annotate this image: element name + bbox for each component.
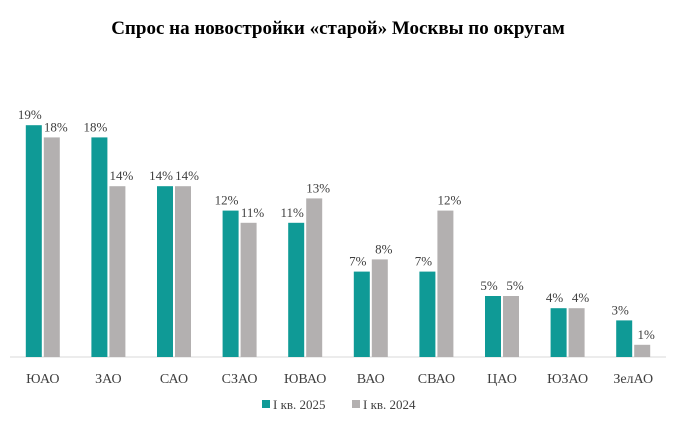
data-label: 13% — [306, 180, 330, 195]
bar-series-1-0 — [25, 125, 42, 357]
data-label: 7% — [349, 254, 367, 269]
x-tick-label: САО — [160, 372, 188, 387]
bar-series-1-1 — [91, 137, 108, 357]
legend-swatch — [262, 400, 270, 408]
data-label: 12% — [215, 193, 239, 208]
x-tick-label: ЗАО — [95, 372, 122, 387]
bar-series-1-2 — [157, 186, 173, 357]
bar-series-2-1 — [109, 186, 126, 357]
data-label: 1% — [638, 327, 656, 342]
x-tick-label: ЗелАО — [613, 372, 653, 387]
data-label: 12% — [437, 193, 461, 208]
bar-series-2-6 — [437, 210, 454, 357]
data-label: 14% — [149, 168, 173, 183]
bar-series-1-9 — [616, 320, 633, 357]
x-tick-label: ЮВАО — [284, 372, 326, 387]
x-tick-label: СВАО — [418, 372, 455, 387]
data-label: 5% — [506, 278, 524, 293]
data-label: 3% — [612, 302, 630, 317]
data-label: 11% — [241, 205, 265, 220]
data-label: 11% — [281, 205, 305, 220]
data-label: 8% — [375, 241, 393, 256]
x-tick-label: ЮЗАО — [547, 372, 588, 387]
x-tick-label: ВАО — [357, 372, 385, 387]
data-label: 19% — [18, 107, 42, 122]
legend-swatch — [352, 400, 360, 408]
x-tick-label: СЗАО — [222, 372, 258, 387]
legend-label: I кв. 2024 — [363, 397, 416, 412]
bar-series-2-3 — [240, 222, 257, 357]
bar-series-1-3 — [222, 210, 239, 357]
legend-label: I кв. 2025 — [273, 397, 326, 412]
bar-series-1-5 — [353, 271, 370, 357]
x-tick-label: ЮАО — [26, 372, 59, 387]
bar-series-2-2 — [175, 186, 191, 357]
bar-series-2-4 — [306, 198, 323, 357]
data-label: 14% — [175, 168, 199, 183]
data-label: 18% — [83, 119, 107, 134]
bar-series-1-7 — [485, 296, 501, 357]
data-label: 14% — [109, 168, 133, 183]
data-label: 18% — [44, 119, 68, 134]
bar-series-1-8 — [550, 308, 567, 357]
data-label: 4% — [546, 290, 564, 305]
chart-title: Спрос на новостройки «старой» Москвы по … — [111, 18, 565, 39]
bar-series-2-7 — [503, 296, 519, 357]
data-label: 7% — [415, 254, 433, 269]
bar-series-1-6 — [419, 271, 436, 357]
bar-series-1-4 — [288, 222, 305, 357]
x-tick-label: ЦАО — [487, 372, 517, 387]
bar-series-2-9 — [634, 344, 651, 357]
bar-series-2-8 — [568, 308, 585, 357]
data-label: 4% — [572, 290, 590, 305]
data-label: 5% — [480, 278, 498, 293]
bar-series-2-5 — [371, 259, 388, 357]
bar-series-2-0 — [43, 137, 60, 357]
